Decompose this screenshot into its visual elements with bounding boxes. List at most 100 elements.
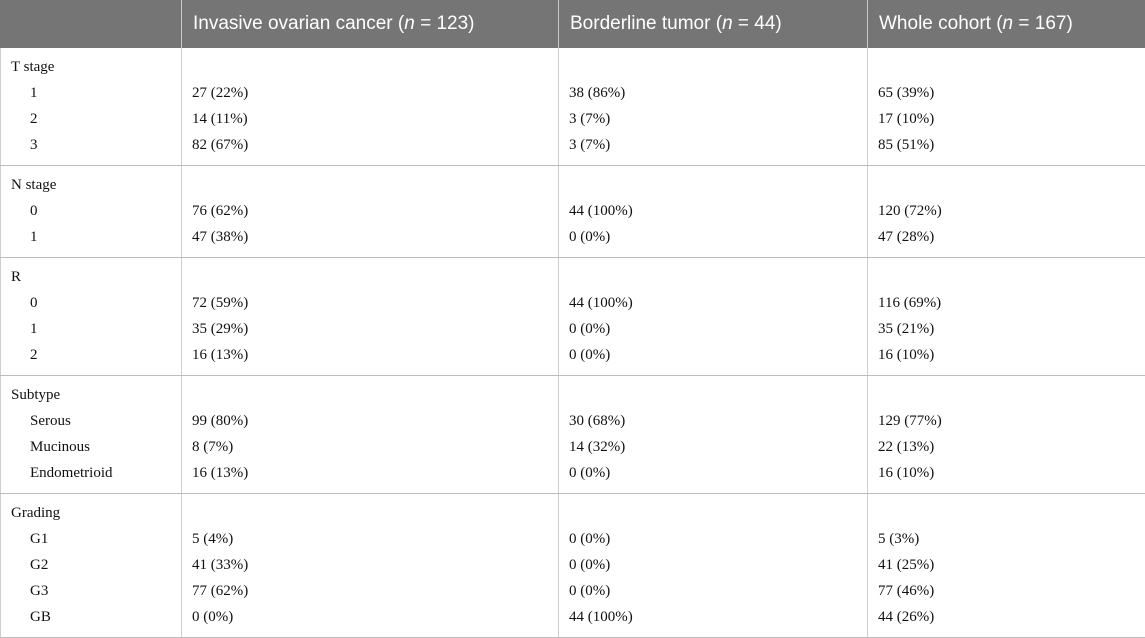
cell-invasive: 5 (4%) 41 (33%) 77 (62%) 0 (0%) xyxy=(181,493,559,638)
group-title-spacer xyxy=(868,264,1145,290)
group-title-spacer xyxy=(559,54,867,80)
row-label: 2 xyxy=(30,111,38,127)
table-header: Invasive ovarian cancer (n = 123) Border… xyxy=(0,0,1145,48)
header-cell-invasive: Invasive ovarian cancer (n = 123) xyxy=(181,0,559,48)
row-value: 22 (13%) xyxy=(878,439,935,455)
row-value: 35 (21%) xyxy=(878,321,935,337)
cell-invasive: 72 (59%) 35 (29%) 16 (13%) xyxy=(181,257,559,376)
row-value: 5 (4%) xyxy=(192,531,234,547)
row-value: 17 (10%) xyxy=(878,111,935,127)
row-value: 30 (68%) xyxy=(569,413,626,429)
group-title-spacer xyxy=(868,500,1145,526)
row-label: 1 xyxy=(30,229,38,245)
group-title-spacer xyxy=(559,500,867,526)
row-value: 0 (0%) xyxy=(569,557,611,573)
row-value: 77 (62%) xyxy=(192,583,249,599)
header-cell-whole: Whole cohort (n = 167) xyxy=(867,0,1145,48)
row-value: 44 (100%) xyxy=(569,609,633,625)
row-value: 116 (69%) xyxy=(878,295,942,311)
row-value: 0 (0%) xyxy=(569,229,611,245)
row-value: 14 (32%) xyxy=(569,439,626,455)
group-title-spacer xyxy=(868,382,1145,408)
row-value: 47 (38%) xyxy=(192,229,249,245)
group-title-spacer xyxy=(182,500,558,526)
table-group-row: R 0 1 2 72 (59%) 35 (29%) 16 (13%) 44 (100%) 0 (… xyxy=(0,257,1145,376)
group-title-spacer xyxy=(868,54,1145,80)
row-value: 16 (13%) xyxy=(192,465,249,481)
row-value: 8 (7%) xyxy=(192,439,234,455)
row-value: 44 (26%) xyxy=(878,609,935,625)
group-title-spacer xyxy=(182,54,558,80)
row-value: 16 (10%) xyxy=(878,465,935,481)
header-text: Invasive ovarian cancer ( xyxy=(193,13,405,34)
group-title-spacer xyxy=(182,382,558,408)
cell-whole: 120 (72%) 47 (28%) xyxy=(867,165,1145,258)
group-title: N stage xyxy=(11,177,57,193)
cell-borderline: 44 (100%) 0 (0%) 0 (0%) xyxy=(558,257,868,376)
cell-whole: 65 (39%) 17 (10%) 85 (51%) xyxy=(867,48,1145,166)
cell-whole: 116 (69%) 35 (21%) 16 (10%) xyxy=(867,257,1145,376)
table-group-row: T stage 1 2 3 27 (22%) 14 (11%) 82 (67%) 38 (86… xyxy=(0,48,1145,166)
group-title: T stage xyxy=(11,59,55,75)
cell-whole: 129 (77%) 22 (13%) 16 (10%) xyxy=(867,375,1145,494)
row-value: 82 (67%) xyxy=(192,137,249,153)
header-cell-borderline: Borderline tumor (n = 44) xyxy=(558,0,868,48)
cell-label: N stage 0 1 xyxy=(0,165,182,258)
header-text: Whole cohort ( xyxy=(879,13,1003,34)
row-value: 85 (51%) xyxy=(878,137,935,153)
cell-borderline: 0 (0%) 0 (0%) 0 (0%) 44 (100%) xyxy=(558,493,868,638)
group-title-spacer xyxy=(182,264,558,290)
row-value: 77 (46%) xyxy=(878,583,935,599)
row-value: 44 (100%) xyxy=(569,295,633,311)
row-value: 14 (11%) xyxy=(192,111,248,127)
group-title-spacer xyxy=(559,172,867,198)
row-value: 0 (0%) xyxy=(569,347,611,363)
row-label: 1 xyxy=(30,321,38,337)
row-value: 41 (33%) xyxy=(192,557,249,573)
cell-invasive: 27 (22%) 14 (11%) 82 (67%) xyxy=(181,48,559,166)
row-label: Endometrioid xyxy=(30,465,113,481)
row-value: 41 (25%) xyxy=(878,557,935,573)
row-value: 120 (72%) xyxy=(878,203,942,219)
row-value: 16 (13%) xyxy=(192,347,249,363)
table-body: T stage 1 2 3 27 (22%) 14 (11%) 82 (67%) 38 (86… xyxy=(0,48,1145,638)
row-value: 35 (29%) xyxy=(192,321,249,337)
row-label: GB xyxy=(30,609,51,625)
header-count: = 123) xyxy=(414,13,475,34)
cell-borderline: 30 (68%) 14 (32%) 0 (0%) xyxy=(558,375,868,494)
row-value: 129 (77%) xyxy=(878,413,942,429)
table-group-row: N stage 0 1 76 (62%) 47 (38%) 44 (100%) 0 (0%)… xyxy=(0,165,1145,258)
row-value: 65 (39%) xyxy=(878,85,935,101)
row-value: 0 (0%) xyxy=(569,321,611,337)
group-title-spacer xyxy=(182,172,558,198)
cell-borderline: 38 (86%) 3 (7%) 3 (7%) xyxy=(558,48,868,166)
row-value: 38 (86%) xyxy=(569,85,626,101)
row-value: 16 (10%) xyxy=(878,347,935,363)
row-label: G2 xyxy=(30,557,49,573)
cell-whole: 5 (3%) 41 (25%) 77 (46%) 44 (26%) xyxy=(867,493,1145,638)
header-count: = 44) xyxy=(732,13,782,34)
cell-invasive: 76 (62%) 47 (38%) xyxy=(181,165,559,258)
row-label: 2 xyxy=(30,347,38,363)
row-value: 99 (80%) xyxy=(192,413,249,429)
row-label: 0 xyxy=(30,295,38,311)
group-title-spacer xyxy=(559,264,867,290)
row-value: 3 (7%) xyxy=(569,137,611,153)
group-title-spacer xyxy=(559,382,867,408)
table-group-row: Grading G1 G2 G3 GB 5 (4%) 41 (33%) 77 (62%) 0 (… xyxy=(0,493,1145,638)
row-label: 0 xyxy=(30,203,38,219)
cell-label: Subtype Serous Mucinous Endometrioid xyxy=(0,375,182,494)
group-title: Subtype xyxy=(11,387,61,403)
header-n: n xyxy=(722,13,733,34)
group-title-spacer xyxy=(868,172,1145,198)
header-n: n xyxy=(404,13,415,34)
row-label: 1 xyxy=(30,85,38,101)
row-value: 44 (100%) xyxy=(569,203,633,219)
header-cell-label xyxy=(0,0,182,48)
row-label: Mucinous xyxy=(30,439,90,455)
row-value: 3 (7%) xyxy=(569,111,611,127)
row-value: 27 (22%) xyxy=(192,85,249,101)
cell-label: T stage 1 2 3 xyxy=(0,48,182,166)
